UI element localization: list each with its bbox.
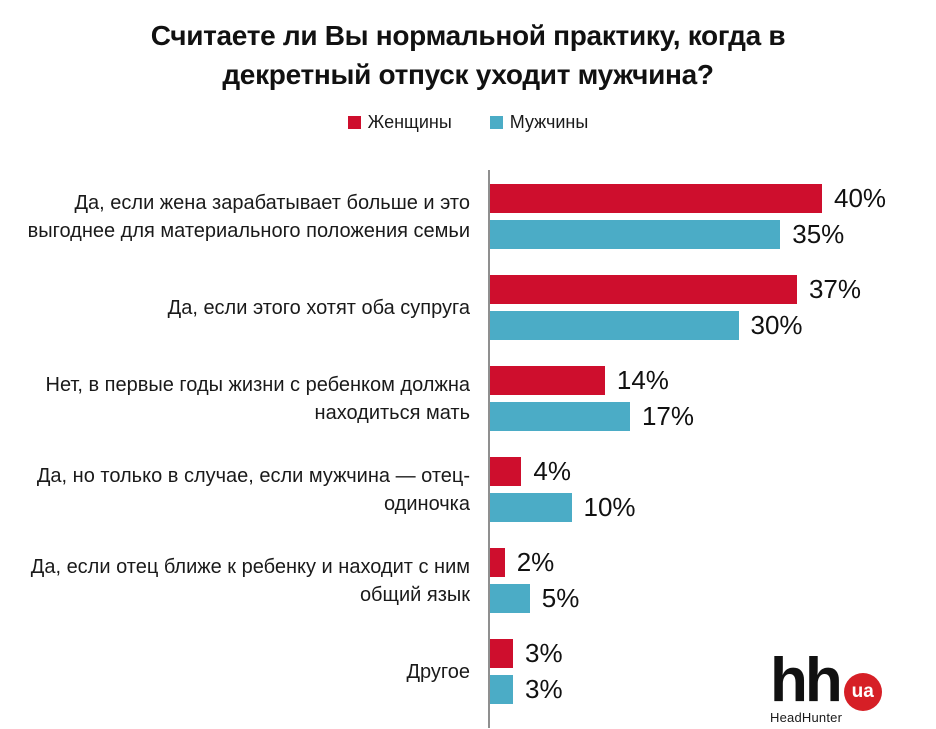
chart: Да, если жена зарабатывает больше и это … bbox=[0, 170, 936, 729]
women-swatch-icon bbox=[347, 116, 361, 130]
bar-line: 40% bbox=[488, 183, 936, 214]
chart-row: Да, но только в случае, если мужчина — о… bbox=[0, 456, 936, 523]
chart-row: Да, если этого хотят оба супруга 37% 30% bbox=[0, 274, 936, 341]
category-label: Да, если жена зарабатывает больше и это … bbox=[27, 191, 470, 242]
bar-pair: 4% 10% bbox=[488, 456, 936, 523]
bar-line: 5% bbox=[488, 583, 936, 614]
bar-Женщины bbox=[488, 366, 605, 396]
chart-row: Другое 3% 3% bbox=[0, 638, 936, 705]
bar-Мужчины bbox=[488, 311, 739, 341]
bar-Женщины bbox=[488, 184, 822, 214]
bar-Женщины bbox=[488, 548, 505, 578]
category-label: Нет, в первые годы жизни с ребенком долж… bbox=[45, 373, 470, 424]
chart-title: Считаете ли Вы нормальной практику, когд… bbox=[150, 20, 786, 91]
value-label: 35% bbox=[792, 219, 845, 250]
bar-line: 3% bbox=[488, 674, 936, 705]
value-label: 3% bbox=[525, 674, 563, 705]
bar-line: 30% bbox=[488, 310, 936, 341]
chart-row: Нет, в первые годы жизни с ребенком долж… bbox=[0, 365, 936, 432]
hh-logo-text: hh bbox=[770, 646, 843, 716]
bar-Женщины bbox=[488, 639, 514, 669]
category-label: Другое bbox=[406, 660, 470, 683]
bar-line: 14% bbox=[488, 365, 936, 396]
value-label: 30% bbox=[750, 310, 803, 341]
bar-line: 3% bbox=[488, 638, 936, 669]
bar-pair: 14% 17% bbox=[488, 365, 936, 432]
logo-row: hh ua bbox=[770, 646, 882, 716]
bar-Мужчины bbox=[488, 584, 530, 614]
value-label: 2% bbox=[516, 547, 555, 578]
value-label: 40% bbox=[834, 183, 887, 214]
value-label: 14% bbox=[616, 365, 669, 396]
headhunter-logo: hh ua HeadHunter bbox=[770, 646, 882, 725]
legend-item-women: Женщины bbox=[347, 112, 452, 133]
bar-Женщины bbox=[488, 275, 797, 305]
value-label: 37% bbox=[808, 274, 861, 305]
bar-line: 37% bbox=[488, 274, 936, 305]
bar-Мужчины bbox=[488, 220, 781, 250]
value-label: 3% bbox=[525, 638, 563, 669]
bar-line: 17% bbox=[488, 401, 936, 432]
chart-row: Да, если жена зарабатывает больше и это … bbox=[0, 183, 936, 250]
bar-Мужчины bbox=[488, 402, 630, 432]
bar-Женщины bbox=[488, 457, 522, 487]
value-label: 10% bbox=[583, 492, 636, 523]
bar-line: 35% bbox=[488, 219, 936, 250]
legend: Женщины Мужчины bbox=[0, 112, 936, 133]
bar-Мужчины bbox=[488, 675, 514, 705]
bar-line: 10% bbox=[488, 492, 936, 523]
value-label: 4% bbox=[533, 456, 571, 487]
bar-line: 2% bbox=[488, 547, 936, 578]
y-axis-line bbox=[488, 170, 490, 729]
value-label: 17% bbox=[641, 401, 694, 432]
bar-pair: 37% 30% bbox=[488, 274, 936, 341]
ua-badge-icon: ua bbox=[843, 673, 882, 711]
bar-pair: 40% 35% bbox=[488, 183, 936, 250]
category-label: Да, если этого хотят оба супруга bbox=[167, 296, 470, 319]
bar-line: 4% bbox=[488, 456, 936, 487]
legend-label: Мужчины bbox=[509, 112, 589, 133]
bar-Мужчины bbox=[488, 493, 572, 523]
value-label: 5% bbox=[541, 583, 580, 614]
category-label: Да, но только в случае, если мужчина — о… bbox=[36, 464, 470, 515]
page: Считаете ли Вы нормальной практику, когд… bbox=[0, 16, 936, 729]
chart-row: Да, если отец ближе к ребенку и находит … bbox=[0, 547, 936, 614]
logo-caption: HeadHunter bbox=[770, 710, 843, 725]
men-swatch-icon bbox=[489, 116, 503, 130]
bar-pair: 2% 5% bbox=[488, 547, 936, 614]
legend-label: Женщины bbox=[367, 112, 452, 133]
category-label: Да, если отец ближе к ребенку и находит … bbox=[30, 555, 470, 606]
bar-pair: 3% 3% bbox=[488, 638, 936, 705]
legend-item-men: Мужчины bbox=[489, 112, 589, 133]
